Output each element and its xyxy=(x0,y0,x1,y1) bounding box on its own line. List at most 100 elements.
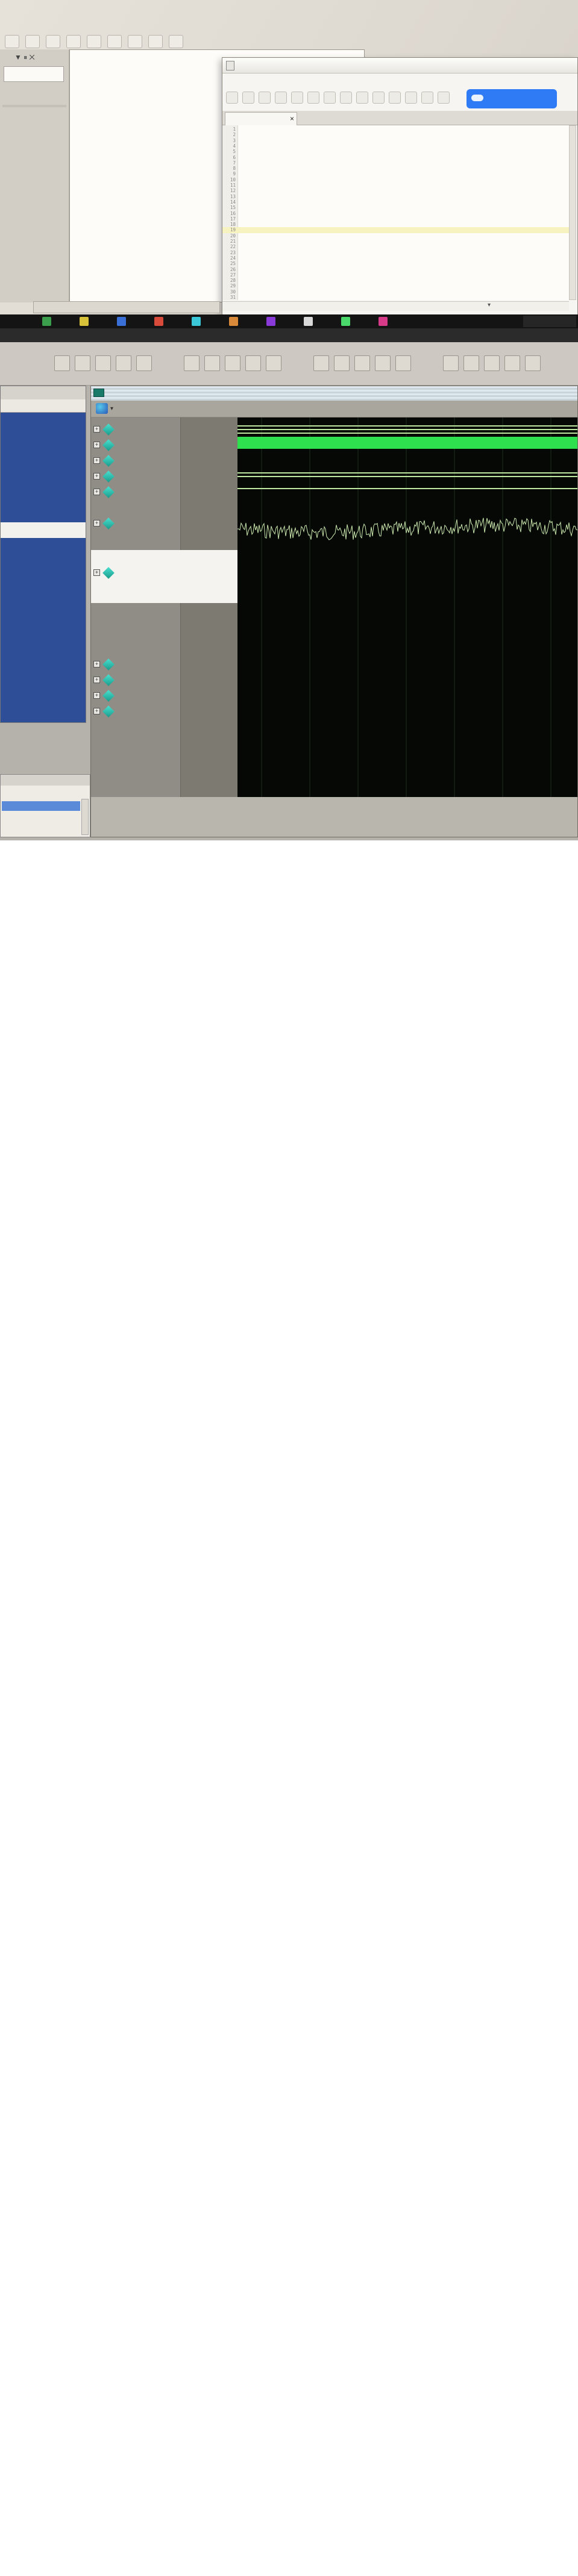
taskbar-app-icon[interactable] xyxy=(229,317,238,326)
expand-icon[interactable]: + xyxy=(93,426,100,433)
stata-toolbar-icon[interactable] xyxy=(46,35,60,48)
taskbar-app-icon[interactable] xyxy=(117,317,126,326)
toolbar-icon[interactable] xyxy=(504,355,520,371)
signal-row[interactable]: + xyxy=(91,658,237,673)
wave-titlebar[interactable] xyxy=(91,386,577,401)
toolbar-icon[interactable] xyxy=(245,355,261,371)
dofile-toolbar-icon[interactable] xyxy=(356,92,368,104)
signal-row[interactable]: + xyxy=(91,424,237,438)
toolbar-icon[interactable] xyxy=(395,355,411,371)
object-row[interactable] xyxy=(1,585,86,601)
dropdown-arrow-icon[interactable]: ▾ xyxy=(488,302,491,308)
stata-toolbar-icon[interactable] xyxy=(148,35,163,48)
expand-icon[interactable]: + xyxy=(93,473,100,480)
toolbar-icon[interactable] xyxy=(484,355,500,371)
upload-button[interactable] xyxy=(466,89,557,108)
signal-row[interactable]: + xyxy=(91,674,237,689)
signal-row[interactable]: + xyxy=(91,439,237,454)
taskbar-app-icon[interactable] xyxy=(379,317,388,326)
stata-sidebar-item[interactable] xyxy=(2,105,66,107)
toolbar-icon[interactable] xyxy=(313,355,329,371)
toolbar-icon[interactable] xyxy=(116,355,131,371)
dofile-toolbar-icon[interactable] xyxy=(421,92,433,104)
toolbar-icon[interactable] xyxy=(266,355,281,371)
object-row[interactable] xyxy=(1,522,86,538)
dofile-toolbar-icon[interactable] xyxy=(324,92,336,104)
expand-icon[interactable]: + xyxy=(93,692,100,699)
dofile-code-area[interactable]: 1 2 3 4 5 6 7 8 9 10 11 12 13 14 15 16 17 18 19 20 21 22 23 24 2… xyxy=(222,125,569,300)
toolbar-icon[interactable] xyxy=(54,355,70,371)
taskbar-app-icon[interactable] xyxy=(42,317,51,326)
object-row[interactable] xyxy=(1,460,86,475)
toolbar-icon[interactable] xyxy=(184,355,199,371)
toolbar-icon[interactable] xyxy=(443,355,459,371)
signal-row[interactable]: + xyxy=(91,567,237,581)
object-row[interactable] xyxy=(1,475,86,491)
object-row[interactable] xyxy=(1,554,86,569)
object-row[interactable] xyxy=(1,507,86,522)
dofile-toolbar-icon[interactable] xyxy=(389,92,401,104)
signal-row[interactable]: + xyxy=(91,690,237,704)
object-row[interactable] xyxy=(1,569,86,585)
stata-sidebar-item[interactable] xyxy=(2,90,66,93)
dofile-toolbar-icon[interactable] xyxy=(226,92,238,104)
dofile-scrollbar[interactable] xyxy=(569,125,576,300)
expand-icon[interactable]: + xyxy=(93,457,100,464)
stata-toolbar-icon[interactable] xyxy=(107,35,122,48)
stata-sidebar-input[interactable] xyxy=(4,66,64,82)
expand-icon[interactable]: + xyxy=(93,569,100,576)
selected-row[interactable] xyxy=(2,801,80,811)
expand-icon[interactable]: + xyxy=(93,661,100,667)
expand-icon[interactable]: + xyxy=(93,442,100,448)
object-row[interactable] xyxy=(1,428,86,444)
dofile-toolbar-icon[interactable] xyxy=(340,92,352,104)
stata-toolbar-icon[interactable] xyxy=(87,35,101,48)
taskbar-app-icon[interactable] xyxy=(80,317,89,326)
dofile-toolbar-icon[interactable] xyxy=(259,92,271,104)
object-row[interactable] xyxy=(1,413,86,428)
command-window-bar[interactable] xyxy=(33,301,220,313)
stata-toolbar-icon[interactable] xyxy=(25,35,40,48)
dofile-toolbar-icon[interactable] xyxy=(291,92,303,104)
dofile-toolbar-icon[interactable] xyxy=(438,92,450,104)
dofile-toolbar-icon[interactable] xyxy=(275,92,287,104)
toolbar-icon[interactable] xyxy=(225,355,240,371)
object-row[interactable] xyxy=(1,491,86,507)
tab-close-icon[interactable]: × xyxy=(289,114,294,123)
signal-row[interactable]: + xyxy=(91,517,237,532)
taskbar-app-icon[interactable] xyxy=(341,317,350,326)
toolbar-icon[interactable] xyxy=(525,355,541,371)
toolbar-icon[interactable] xyxy=(375,355,391,371)
expand-icon[interactable]: + xyxy=(93,677,100,683)
dofile-toolbar-icon[interactable] xyxy=(242,92,254,104)
toolbar-icon[interactable] xyxy=(136,355,152,371)
stata-toolbar-icon[interactable] xyxy=(128,35,142,48)
signal-row[interactable]: + xyxy=(91,455,237,469)
signal-row[interactable]: + xyxy=(91,486,237,501)
object-row[interactable] xyxy=(1,444,86,460)
toolbar-icon[interactable] xyxy=(354,355,370,371)
toolbar-icon[interactable] xyxy=(95,355,111,371)
object-row[interactable] xyxy=(1,538,86,554)
dofile-toolbar-icon[interactable] xyxy=(405,92,417,104)
signal-row[interactable]: + xyxy=(91,470,237,485)
dropdown-caret-icon[interactable]: ▾ xyxy=(110,405,114,412)
expand-icon[interactable]: + xyxy=(93,520,100,527)
expand-icon[interactable]: + xyxy=(93,489,100,495)
dofile-toolbar-icon[interactable] xyxy=(307,92,319,104)
toolbar-icon[interactable] xyxy=(463,355,479,371)
taskbar-app-icon[interactable] xyxy=(304,317,313,326)
toolbar-icon[interactable] xyxy=(204,355,220,371)
taskbar-app-icon[interactable] xyxy=(266,317,275,326)
toolbar-icon[interactable] xyxy=(75,355,90,371)
expand-icon[interactable]: + xyxy=(93,708,100,714)
stata-toolbar-icon[interactable] xyxy=(169,35,183,48)
toolbar-icon[interactable] xyxy=(334,355,350,371)
taskbar-app-icon[interactable] xyxy=(154,317,163,326)
stata-toolbar-icon[interactable] xyxy=(5,35,19,48)
signal-row[interactable]: + xyxy=(91,705,237,720)
tab-data-cleaning[interactable]: × xyxy=(225,112,297,125)
taskbar-app-icon[interactable] xyxy=(192,317,201,326)
mini-scrollbar[interactable] xyxy=(81,799,89,835)
stata-toolbar-icon[interactable] xyxy=(66,35,81,48)
